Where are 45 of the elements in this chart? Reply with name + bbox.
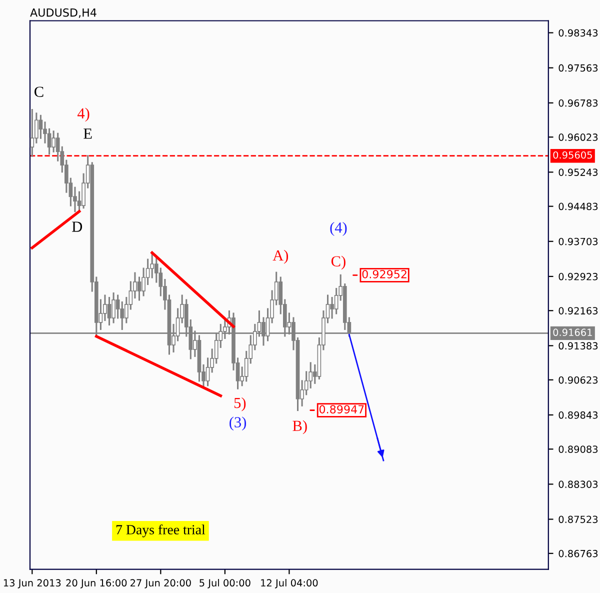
y-tick-label: 0.97563 <box>558 64 598 72</box>
y-tick-label: 0.98343 <box>558 29 598 37</box>
annotation: E <box>84 128 92 139</box>
candlestick <box>330 296 334 319</box>
y-tick-label: 0.92923 <box>558 272 598 280</box>
x-tick-label: 27 Jun 20:00 <box>130 579 191 588</box>
candlestick <box>107 296 112 326</box>
annotation: (3) <box>230 416 246 431</box>
annotation: 4) <box>77 108 90 122</box>
y-tick-label: 0.91383 <box>558 342 598 350</box>
candlestick <box>334 288 338 314</box>
x-tick-label: 12 Jul 04:00 <box>261 579 318 588</box>
y-tick-label: 0.94483 <box>558 202 598 210</box>
candlestick <box>112 292 116 324</box>
annotation: 7 Days free trial <box>116 524 206 538</box>
candlestick <box>137 276 142 301</box>
annotation: D <box>72 222 82 232</box>
y-tick-label: 0.89843 <box>558 411 598 419</box>
ref-line-label: 0.91661 <box>553 328 592 336</box>
y-tick-label: 0.96023 <box>558 134 598 141</box>
y-tick-label: 0.90623 <box>558 376 598 384</box>
chart-title: AUDUSD,H4 <box>30 8 96 18</box>
annotation: 0.89947 <box>319 405 364 414</box>
ref-line-label: 0.95605 <box>553 151 592 159</box>
y-tick-label: 0.92163 <box>558 307 598 314</box>
y-tick-label: 0.96783 <box>558 99 598 107</box>
x-tick-label: 5 Jul 00:00 <box>200 579 250 588</box>
y-tick-label: 0.86763 <box>558 550 598 558</box>
annotation: (4) <box>330 222 347 236</box>
candlestick <box>116 294 120 319</box>
candlestick <box>206 358 210 386</box>
y-tick-label: 0.88303 <box>558 480 598 488</box>
annotation: C) <box>331 256 346 270</box>
x-tick-label: 20 Jun 16:00 <box>66 579 127 588</box>
annotation: C <box>34 86 44 97</box>
y-tick-label: 0.87523 <box>558 516 598 524</box>
annotation: 5) <box>234 397 246 412</box>
x-tick-label: 13 Jun 2013 <box>4 579 61 588</box>
y-tick-label: 0.93703 <box>558 238 598 246</box>
y-tick-label: 0.89083 <box>558 446 598 453</box>
y-tick-label: 0.95243 <box>558 168 598 176</box>
annotation: B) <box>292 420 307 434</box>
annotation: 0.92952 <box>362 270 406 278</box>
candlestick <box>30 109 34 157</box>
annotation: A) <box>272 250 288 264</box>
